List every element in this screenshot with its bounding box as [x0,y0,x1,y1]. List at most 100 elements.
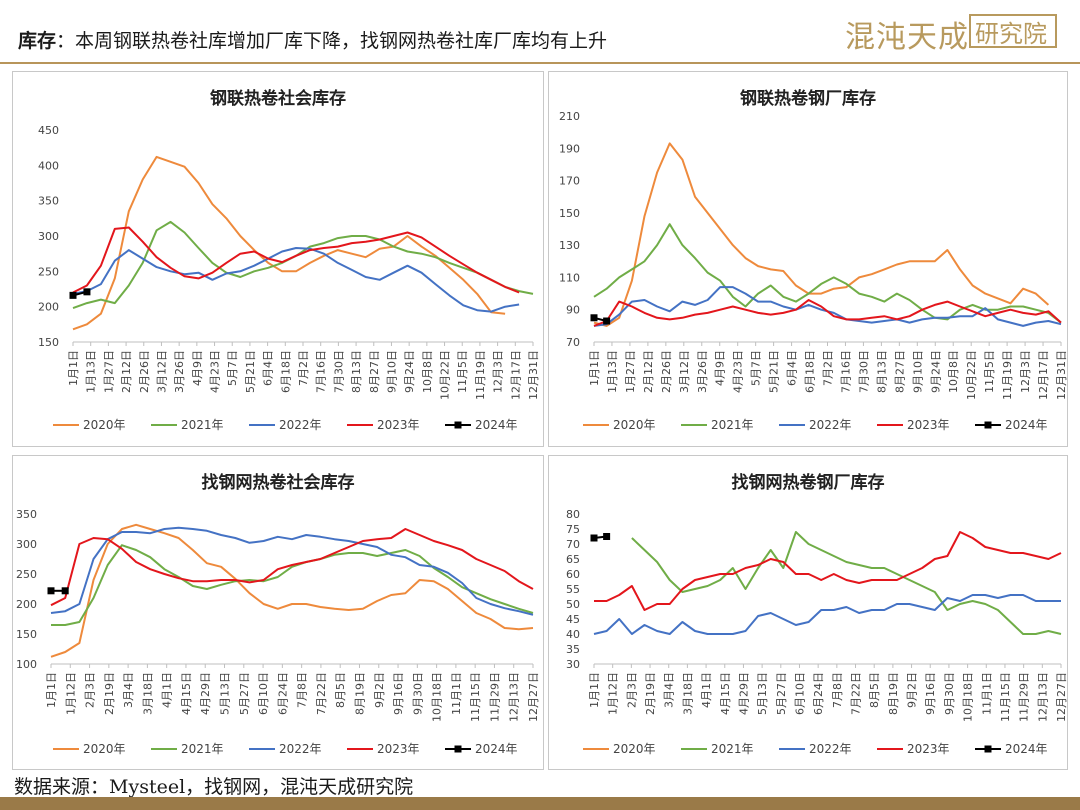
x-tick-label: 12月31日 [1055,350,1067,400]
y-tick-label: 100 [16,658,37,671]
x-tick-label: 6月10日 [793,672,806,715]
x-tick-label: 9月2日 [906,672,919,708]
x-tick-label: 6月24日 [812,672,825,715]
x-tick-label: 8月27日 [893,350,906,393]
y-tick-label: 60 [566,568,580,581]
title-keyword: 库存 [18,30,57,52]
x-tick-label: 3月12日 [678,350,691,393]
x-tick-label: 10月8日 [421,350,434,393]
title-text: ：本周钢联热卷社库增加厂库下降，找钢网热卷社库厂库均有上升 [56,30,608,52]
x-tick-label: 1月12日 [64,672,77,715]
x-tick-label: 6月18日 [804,350,817,393]
y-tick-label: 110 [559,271,580,284]
logo-box: 研究院 [969,14,1057,48]
x-tick-label: 5月21日 [768,350,781,393]
legend-label: 2021年 [711,418,754,432]
x-tick-label: 8月19日 [353,672,366,715]
y-tick-label: 45 [566,613,580,626]
x-tick-label: 7月30日 [857,350,870,393]
x-tick-label: 11月29日 [488,672,501,722]
x-tick-label: 8月19日 [887,672,900,715]
y-tick-label: 80 [566,508,580,521]
x-tick-label: 10月22日 [965,350,978,400]
x-tick-label: 11月1日 [450,672,463,715]
legend-label: 2022年 [809,418,852,432]
x-tick-label: 7月16日 [315,350,328,393]
y-tick-label: 400 [38,159,59,172]
y-tick-label: 70 [566,538,580,551]
x-tick-label: 12月13日 [1036,672,1049,722]
x-tick-label: 11月15日 [469,672,482,722]
chart-panel-zgw-mill: 找钢网热卷钢厂库存 30 35 40 45 50 55 60 65 70 75 80 1月1日 1月12日… [548,455,1068,770]
series-line-2022 [593,594,1061,635]
x-tick-label: 8月5日 [868,672,881,708]
legend-label: 2020年 [613,742,656,756]
x-tick-label: 6月24日 [276,672,289,715]
x-tick-label: 6月4日 [786,350,799,386]
y-tick-label: 150 [559,207,580,220]
x-tick-label: 6月10日 [257,672,270,715]
x-tick-label: 4月1日 [161,672,174,708]
legend-label: 2024年 [475,742,518,756]
x-tick-label: 3月12日 [155,350,168,393]
series-line-2022 [72,247,520,313]
x-tick-label: 4月9日 [191,350,204,386]
y-tick-label: 75 [566,523,580,536]
series-line-2023 [594,531,1062,611]
x-tick-label: 9月10日 [911,350,924,393]
x-tick-label: 11月1日 [980,672,993,715]
x-tick-label: 10月18日 [431,672,444,722]
series-line-2021 [51,544,534,626]
x-tick-label: 5月13日 [219,672,232,715]
series-marker-2024 [47,587,55,595]
x-tick-label: 3月26日 [173,350,186,393]
y-tick-label: 300 [16,538,37,551]
x-tick-label: 1月27日 [624,350,637,393]
x-tick-label: 1月1日 [45,672,58,708]
x-tick-label: 4月15日 [719,672,732,715]
legend-label: 2024年 [475,418,518,432]
x-tick-label: 8月5日 [334,672,347,708]
y-tick-label: 300 [38,230,59,243]
x-tick-label: 3月18日 [141,672,154,715]
x-tick-label: 4月1日 [700,672,713,708]
x-tick-label: 5月7日 [226,350,239,386]
x-tick-label: 4月15日 [180,672,193,715]
y-tick-label: 65 [566,553,580,566]
legend-marker [984,745,992,753]
page-header: 库存：本周钢联热卷社库增加厂库下降，找钢网热卷社库厂库均有上升 混沌天成 研究院 [0,0,1080,62]
logo-main-text: 混沌天成 [845,20,969,55]
series-line-2020 [593,142,1050,327]
legend-label: 2022年 [809,742,852,756]
chart-title: 找钢网热卷钢厂库存 [732,472,885,493]
y-tick-label: 130 [559,239,580,252]
y-tick-label: 90 [566,304,580,317]
x-tick-label: 3月4日 [122,672,135,708]
x-tick-label: 11月15日 [999,672,1012,722]
series-marker-2024 [69,291,77,299]
legend-label: 2024年 [1005,742,1048,756]
legend-marker [984,421,992,429]
x-tick-label: 2月26日 [138,350,151,393]
x-tick-label: 5月27日 [775,672,788,715]
x-tick-label: 12月3日 [492,350,505,393]
legend-label: 2023年 [377,742,420,756]
x-tick-label: 3月18日 [681,672,694,715]
series-marker-2024 [603,533,611,540]
x-tick-label: 2月19日 [644,672,657,715]
x-tick-label: 10月8日 [947,350,960,393]
x-tick-label: 10月18日 [962,672,975,722]
chart-svg: 钢联热卷钢厂库存 70 90 110 130 150 170 190 210 1月1日 1月13日 1… [559,88,1067,432]
chart-title: 钢联热卷社会库存 [210,88,346,109]
x-tick-label: 1月13日 [606,350,619,393]
x-tick-label: 8月13日 [875,350,888,393]
x-tick-label: 9月16日 [924,672,937,715]
series-marker-2024 [590,534,598,542]
x-tick-label: 7月2日 [822,350,835,386]
x-tick-label: 12月17日 [509,350,522,400]
y-tick-label: 150 [16,628,37,641]
x-tick-label: 7月16日 [839,350,852,393]
x-tick-label: 1月1日 [588,672,601,708]
x-tick-label: 8月27日 [368,350,381,393]
series-line-2023 [593,299,1062,327]
